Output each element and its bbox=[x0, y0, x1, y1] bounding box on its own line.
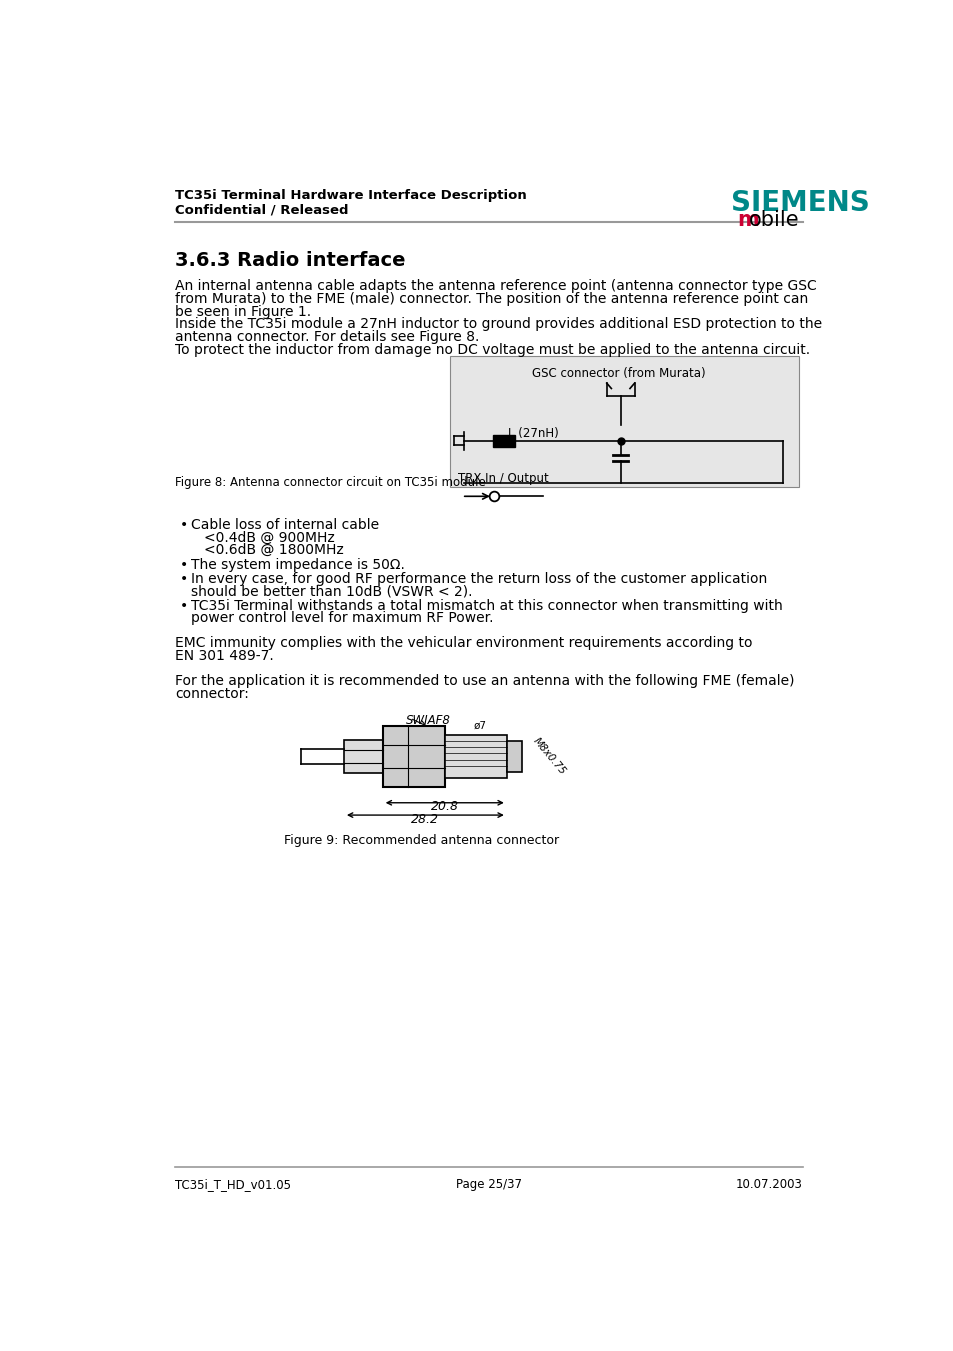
Text: M8x0.75: M8x0.75 bbox=[531, 736, 567, 777]
Text: For the application it is recommended to use an antenna with the following FME (: For the application it is recommended to… bbox=[174, 674, 794, 688]
Text: 20.8: 20.8 bbox=[431, 800, 458, 813]
Text: from Murata) to the FME (male) connector. The position of the antenna reference : from Murata) to the FME (male) connector… bbox=[174, 292, 807, 305]
Text: Inside the TC35i module a 27nH inductor to ground provides additional ESD protec: Inside the TC35i module a 27nH inductor … bbox=[174, 317, 821, 331]
Text: L (27nH): L (27nH) bbox=[508, 427, 558, 440]
Text: TRX In / Output: TRX In / Output bbox=[457, 471, 548, 485]
Bar bbox=[444, 735, 506, 778]
Text: obile: obile bbox=[748, 209, 799, 230]
Text: 10.07.2003: 10.07.2003 bbox=[735, 1178, 802, 1190]
Text: In every case, for good RF performance the return loss of the customer applicati: In every case, for good RF performance t… bbox=[191, 571, 766, 586]
Text: An internal antenna cable adapts the antenna reference point (antenna connector : An internal antenna cable adapts the ant… bbox=[174, 280, 816, 293]
Text: To protect the inductor from damage no DC voltage must be applied to the antenna: To protect the inductor from damage no D… bbox=[174, 343, 809, 357]
Text: •: • bbox=[179, 571, 188, 586]
Text: connector:: connector: bbox=[174, 686, 249, 701]
Text: Cable loss of internal cable: Cable loss of internal cable bbox=[191, 517, 378, 532]
Text: <0.6dB @ 1800MHz: <0.6dB @ 1800MHz bbox=[204, 543, 344, 557]
Text: EN 301 489-7.: EN 301 489-7. bbox=[174, 648, 274, 663]
Text: ø7: ø7 bbox=[473, 721, 486, 731]
Text: power control level for maximum RF Power.: power control level for maximum RF Power… bbox=[191, 612, 493, 626]
Text: •: • bbox=[179, 598, 188, 613]
Text: TC35i Terminal withstands a total mismatch at this connector when transmitting w: TC35i Terminal withstands a total mismat… bbox=[191, 598, 781, 613]
Text: Figure 9: Recommended antenna connector: Figure 9: Recommended antenna connector bbox=[284, 835, 558, 847]
Text: The system impedance is 50Ω.: The system impedance is 50Ω. bbox=[191, 558, 404, 571]
Text: SWIAF8: SWIAF8 bbox=[406, 715, 451, 727]
Bar bbox=[493, 435, 514, 447]
Text: •: • bbox=[179, 517, 188, 532]
Text: TC35i Terminal Hardware Interface Description: TC35i Terminal Hardware Interface Descri… bbox=[174, 189, 526, 203]
Text: SIEMENS: SIEMENS bbox=[731, 189, 869, 218]
Text: m: m bbox=[737, 209, 759, 230]
Text: •: • bbox=[179, 558, 188, 571]
Text: GSC connector (from Murata): GSC connector (from Murata) bbox=[531, 367, 704, 380]
Text: Confidential / Released: Confidential / Released bbox=[174, 204, 348, 216]
Text: 3.6.3 Radio interface: 3.6.3 Radio interface bbox=[174, 251, 405, 270]
Bar bbox=[506, 742, 521, 771]
Text: 28.2: 28.2 bbox=[411, 813, 439, 825]
Text: be seen in Figure 1.: be seen in Figure 1. bbox=[174, 304, 311, 319]
Text: TC35i_T_HD_v01.05: TC35i_T_HD_v01.05 bbox=[174, 1178, 291, 1190]
Text: <0.4dB @ 900MHz: <0.4dB @ 900MHz bbox=[204, 531, 335, 544]
FancyBboxPatch shape bbox=[450, 357, 798, 488]
Bar bbox=[382, 725, 444, 788]
Text: should be better than 10dB (VSWR < 2).: should be better than 10dB (VSWR < 2). bbox=[191, 585, 472, 598]
Text: Page 25/37: Page 25/37 bbox=[456, 1178, 521, 1190]
Text: antenna connector. For details see Figure 8.: antenna connector. For details see Figur… bbox=[174, 330, 479, 345]
Bar bbox=[344, 739, 382, 774]
Text: EMC immunity complies with the vehicular environment requirements according to: EMC immunity complies with the vehicular… bbox=[174, 636, 752, 650]
Text: Figure 8: Antenna connector circuit on TC35i module: Figure 8: Antenna connector circuit on T… bbox=[174, 476, 485, 489]
